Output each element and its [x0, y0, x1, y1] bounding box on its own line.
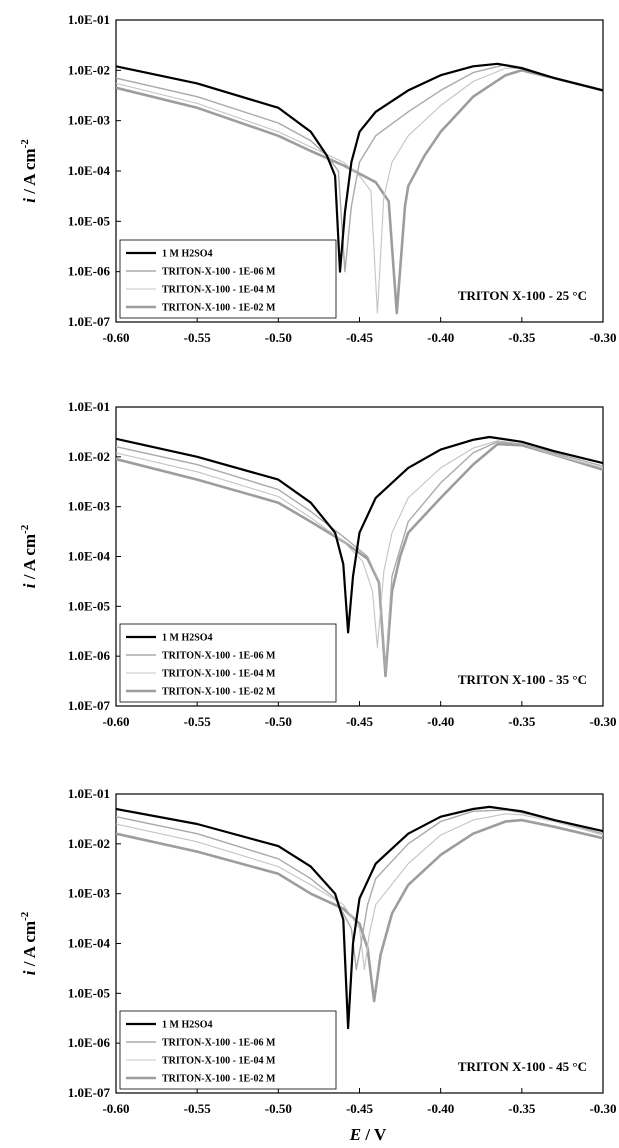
x-tick-label: -0.30: [589, 330, 616, 345]
condition-label: TRITON X-100 - 25 °C: [458, 288, 587, 303]
x-tick-label: -0.40: [427, 1101, 454, 1116]
y-tick-label: 1.0E-06: [68, 648, 111, 663]
series-line-4: [116, 818, 603, 1003]
x-axis-label: E / V: [349, 1125, 387, 1144]
y-axis-label-symbol: i: [20, 198, 39, 203]
y-tick-label: 1.0E-07: [68, 314, 111, 329]
condition-label: TRITON X-100 - 45 °C: [458, 1059, 587, 1074]
y-tick-label: 1.0E-01: [68, 12, 110, 27]
y-tick-label: 1.0E-05: [68, 213, 111, 228]
y-tick-label: 1.0E-06: [68, 1035, 111, 1050]
series-line-4: [116, 69, 603, 315]
y-axis-label-unit: / A cm: [20, 534, 39, 584]
series-line-3: [116, 813, 603, 971]
y-axis-label-exponent: -2: [19, 524, 31, 534]
series-line-3: [116, 67, 603, 314]
y-tick-label: 1.0E-02: [68, 449, 110, 464]
x-tick-label: -0.40: [427, 330, 454, 345]
x-axis-label-unit: / V: [361, 1125, 387, 1144]
legend-label: TRITON-X-100 - 1E-02 M: [162, 1074, 276, 1085]
x-tick-label: -0.60: [102, 1101, 129, 1116]
x-tick-label: -0.50: [265, 714, 292, 729]
y-tick-label: 1.0E-04: [68, 549, 111, 564]
y-tick-label: 1.0E-04: [68, 936, 111, 951]
panels-layer: 1.0E-07 1.0E-06 1.0E-05 1.0E-04 1.0E-03 1.0E-…: [19, 12, 617, 1116]
series-group: [116, 62, 603, 315]
y-axis-label-unit: / A cm: [20, 921, 39, 971]
legend-label: TRITON-X-100 - 1E-02 M: [162, 303, 276, 314]
x-tick-label: -0.30: [589, 1101, 616, 1116]
legend-label: TRITON-X-100 - 1E-04 M: [162, 285, 276, 296]
legend-label: TRITON-X-100 - 1E-06 M: [162, 267, 276, 278]
y-tick-label: 1.0E-02: [68, 836, 110, 851]
series-group: [116, 435, 603, 678]
x-tick-label: -0.35: [508, 330, 536, 345]
y-tick-label: 1.0E-06: [68, 264, 111, 279]
x-tick-label: -0.55: [184, 330, 212, 345]
y-tick-label: 1.0E-01: [68, 399, 110, 414]
chart-panel-2: 1.0E-07 1.0E-06 1.0E-05 1.0E-04 1.0E-03 1.0E-…: [19, 399, 617, 729]
x-tick-label: -0.60: [102, 714, 129, 729]
series-line-2: [116, 809, 603, 971]
y-axis-label-unit: / A cm: [20, 148, 39, 198]
legend-label: TRITON-X-100 - 1E-06 M: [162, 651, 276, 662]
y-tick-label: 1.0E-01: [68, 786, 110, 801]
y-tick-label: 1.0E-04: [68, 163, 111, 178]
legend-label: TRITON-X-100 - 1E-06 M: [162, 1038, 276, 1049]
x-tick-label: -0.45: [346, 1101, 374, 1116]
y-tick-label: 1.0E-03: [68, 113, 111, 128]
series-line-1: [116, 805, 603, 1030]
x-tick-label: -0.40: [427, 714, 454, 729]
y-axis-label-symbol: i: [20, 583, 39, 588]
series-line-4: [116, 442, 603, 678]
series-line-2: [116, 441, 603, 672]
x-tick-label: -0.50: [265, 330, 292, 345]
legend: 1 M H2SO4 TRITON-X-100 - 1E-06 M TRITON-X-…: [119, 1010, 337, 1090]
y-tick-label: 1.0E-05: [68, 985, 111, 1000]
series-group: [116, 805, 603, 1030]
x-tick-label: -0.45: [346, 330, 374, 345]
series-line-3: [116, 440, 603, 648]
legend: 1 M H2SO4 TRITON-X-100 - 1E-06 M TRITON-X-…: [119, 623, 337, 703]
x-axis-label-symbol: E: [349, 1125, 361, 1144]
y-axis-label: i / A cm-2: [19, 911, 39, 975]
y-tick-label: 1.0E-05: [68, 598, 111, 613]
legend-label: TRITON-X-100 - 1E-02 M: [162, 687, 276, 698]
legend-label: 1 M H2SO4: [162, 249, 213, 260]
condition-label: TRITON X-100 - 35 °C: [458, 672, 587, 687]
chart-panel-1: 1.0E-07 1.0E-06 1.0E-05 1.0E-04 1.0E-03 1.0E-…: [19, 12, 617, 345]
x-tick-label: -0.35: [508, 1101, 536, 1116]
chart-panel-3: 1.0E-07 1.0E-06 1.0E-05 1.0E-04 1.0E-03 1.0E-…: [19, 786, 617, 1116]
y-axis-label-symbol: i: [20, 970, 39, 975]
y-axis-label-exponent: -2: [19, 139, 31, 149]
x-tick-label: -0.55: [184, 1101, 212, 1116]
y-axis-label: i / A cm-2: [19, 139, 39, 203]
y-tick-label: 1.0E-02: [68, 62, 110, 77]
y-tick-label: 1.0E-07: [68, 698, 111, 713]
x-tick-label: -0.35: [508, 714, 536, 729]
series-line-1: [116, 435, 603, 634]
y-tick-label: 1.0E-03: [68, 499, 111, 514]
legend-label: TRITON-X-100 - 1E-04 M: [162, 1056, 276, 1067]
legend: 1 M H2SO4 TRITON-X-100 - 1E-06 M TRITON-X-…: [119, 239, 337, 319]
y-tick-label: 1.0E-07: [68, 1085, 111, 1100]
x-tick-label: -0.45: [346, 714, 374, 729]
legend-label: TRITON-X-100 - 1E-04 M: [162, 669, 276, 680]
y-tick-label: 1.0E-03: [68, 886, 111, 901]
y-axis-label-exponent: -2: [19, 911, 31, 921]
legend-label: 1 M H2SO4: [162, 1020, 213, 1031]
x-tick-label: -0.55: [184, 714, 212, 729]
x-tick-label: -0.50: [265, 1101, 292, 1116]
x-tick-label: -0.30: [589, 714, 616, 729]
y-axis-label: i / A cm-2: [19, 524, 39, 588]
legend-label: 1 M H2SO4: [162, 633, 213, 644]
series-line-1: [116, 62, 603, 273]
x-tick-label: -0.60: [102, 330, 129, 345]
